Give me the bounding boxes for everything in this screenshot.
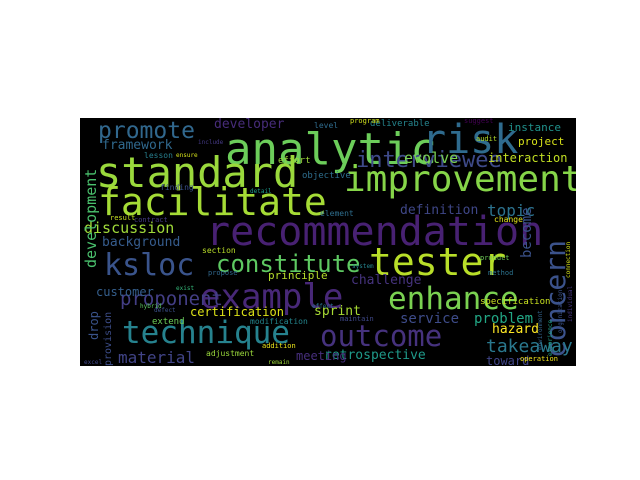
cloud-word-adjustment: adjustment — [206, 349, 255, 358]
cloud-word-program: program — [350, 118, 380, 125]
cloud-word-specification: specification — [480, 297, 551, 307]
cloud-word-effect: effect — [312, 303, 334, 310]
cloud-word-modification: modification — [250, 317, 308, 326]
cloud-word-project: project — [518, 135, 565, 148]
cloud-word-drop: drop — [87, 311, 101, 340]
cloud-word-extend: extend — [152, 317, 185, 327]
cloud-word-lesson: lesson — [144, 151, 173, 160]
cloud-word-customer: customer — [96, 285, 154, 299]
cloud-word-operation: operation — [520, 355, 558, 363]
cloud-word-interviewee: interviewee — [356, 148, 502, 173]
cloud-word-section: section — [202, 246, 236, 255]
cloud-word-propose: propose — [208, 269, 238, 277]
cloud-word-experience: experience — [547, 319, 554, 356]
cloud-word-developer: developer — [214, 118, 285, 132]
cloud-word-analytic: analytic — [225, 124, 437, 175]
cloud-word-hybrid: hybrid — [140, 303, 162, 310]
cloud-word-example: example — [200, 277, 344, 317]
cloud-word-excel: excel — [84, 359, 103, 366]
cloud-word-instance: instance — [508, 121, 561, 134]
cloud-word-proponent: proponent — [120, 288, 223, 310]
cloud-word-meeting: meeting — [296, 349, 347, 363]
cloud-word-discussion: discussion — [84, 219, 175, 237]
cloud-word-recommendation: recommendation — [206, 209, 544, 255]
cloud-word-interaction: interaction — [488, 151, 568, 165]
cloud-word-environment: environment — [537, 310, 544, 350]
cloud-word-change: change — [494, 215, 523, 224]
cloud-word-organization: organization — [557, 289, 564, 333]
cloud-word-ensure: ensure — [176, 152, 198, 159]
cloud-word-maintain: maintain — [340, 315, 374, 323]
cloud-word-contract: contract — [134, 216, 168, 224]
cloud-word-ksloc: ksloc — [104, 248, 195, 283]
cloud-word-method: method — [488, 269, 514, 277]
cloud-word-facilitate: facilitate — [98, 180, 327, 224]
cloud-word-objective: objective — [302, 171, 351, 181]
cloud-word-enhance: enhance — [388, 281, 519, 317]
cloud-word-challenge: challenge — [351, 273, 422, 288]
cloud-word-certification: certification — [190, 305, 284, 319]
cloud-word-audit: audit — [476, 135, 498, 143]
cloud-word-suggest: suggest — [464, 118, 494, 125]
cloud-word-detail: detail — [250, 188, 272, 195]
cloud-word-addition: addition — [262, 342, 296, 350]
cloud-word-material: material — [118, 348, 196, 366]
cloud-word-promote: promote — [98, 118, 195, 144]
cloud-word-individual: individual — [567, 285, 574, 322]
cloud-word-result: result — [110, 214, 136, 222]
cloud-word-product: product — [480, 254, 510, 262]
cloud-word-sprint: sprint — [314, 304, 361, 319]
cloud-word-deliverable: deliverable — [370, 119, 430, 129]
cloud-word-effort: effort — [278, 156, 311, 166]
cloud-word-exist: exist — [176, 285, 195, 292]
cloud-word-system: system — [352, 263, 374, 270]
cloud-word-development: development — [82, 168, 100, 268]
cloud-word-tester: tester — [369, 240, 507, 284]
cloud-word-risk: risk — [422, 118, 519, 163]
cloud-word-remain: remain — [268, 359, 290, 366]
cloud-word-technique: technique — [122, 315, 290, 351]
cloud-word-topic: topic — [487, 201, 536, 220]
cloud-word-outcome: outcome — [320, 319, 443, 353]
cloud-word-problem: problem — [474, 311, 534, 327]
word-cloud: analytic risk standard improvement facilitat… — [80, 118, 576, 366]
cloud-word-framework: framework — [102, 138, 173, 153]
cloud-word-evolve: evolve — [404, 149, 459, 167]
cloud-word-background: background — [102, 235, 181, 250]
cloud-word-element: element — [320, 209, 354, 218]
cloud-word-connection: connection — [565, 241, 572, 278]
cloud-word-level: level — [314, 121, 339, 130]
cloud-word-hazard: hazard — [492, 322, 539, 337]
cloud-word-principle: principle — [268, 269, 328, 282]
cloud-word-takeaway: takeaway — [486, 336, 573, 357]
cloud-word-constitute: constitute — [216, 250, 361, 278]
cloud-word-include: include — [198, 139, 224, 146]
cloud-word-provision: provision — [103, 311, 114, 366]
cloud-word-finding: finding — [160, 183, 194, 192]
cloud-word-toward: toward — [486, 354, 530, 366]
cloud-word-definition: definition — [400, 203, 479, 218]
cloud-word-service: service — [400, 311, 460, 327]
cloud-word-retrospective: retrospective — [324, 348, 426, 363]
cloud-word-defect: defect — [154, 307, 176, 314]
cloud-word-standard: standard — [96, 148, 299, 197]
cloud-word-improvement: improvement — [344, 159, 576, 200]
